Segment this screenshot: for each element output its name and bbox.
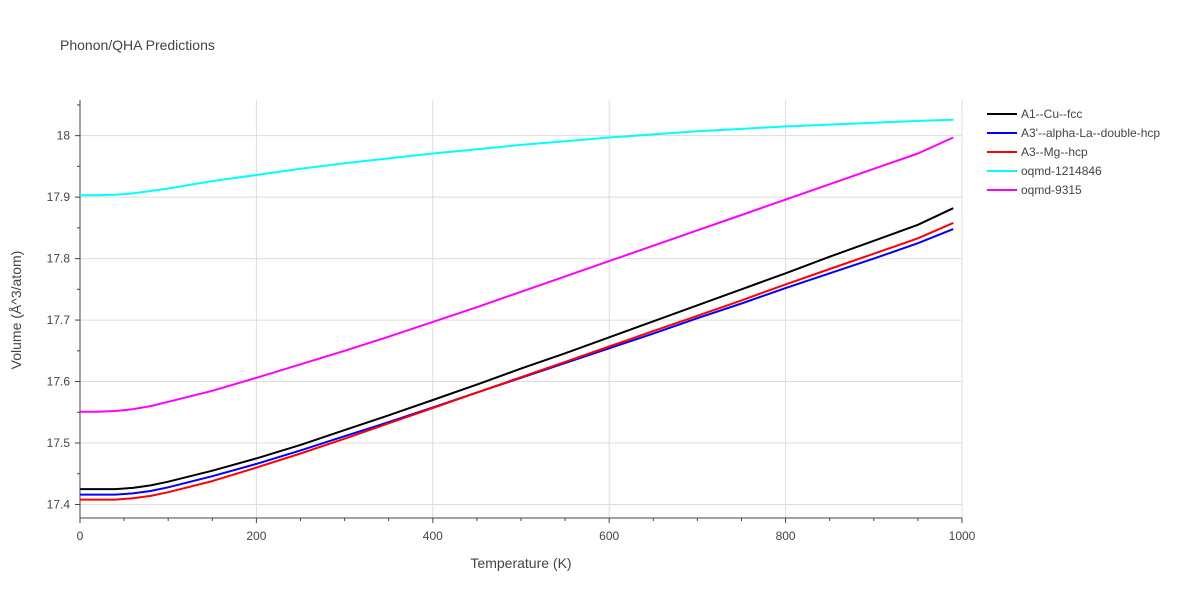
x-tick-label: 600 (599, 529, 619, 543)
legend[interactable]: A1--Cu--fcc A3'--alpha-La--double-hcp A3--… (987, 107, 1160, 197)
series-line-4 (80, 136, 954, 413)
y-tick-label: 17.8 (47, 252, 71, 266)
series-line-3 (80, 118, 954, 197)
legend-label: A3--Mg--hcp (1021, 145, 1088, 159)
x-tick-label: 400 (423, 529, 443, 543)
series-line-2 (80, 221, 954, 501)
legend-label: oqmd-9315 (1021, 183, 1082, 197)
series-line-0 (80, 207, 954, 491)
legend-item[interactable]: oqmd-9315 (987, 183, 1082, 197)
y-tick-label: 17.6 (47, 375, 71, 389)
y-tick-label: 17.9 (47, 190, 71, 204)
series-lines (80, 118, 954, 501)
x-axis-title: Temperature (K) (470, 555, 571, 571)
legend-item[interactable]: A3'--alpha-La--double-hcp (987, 126, 1160, 140)
legend-item[interactable]: A3--Mg--hcp (987, 145, 1088, 159)
legend-item[interactable]: oqmd-1214846 (987, 164, 1102, 178)
legend-label: oqmd-1214846 (1021, 164, 1102, 178)
x-tick-label: 1000 (949, 529, 976, 543)
y-axis-title: Volume (Å^3/atom) (8, 251, 24, 370)
legend-item[interactable]: A1--Cu--fcc (987, 107, 1082, 121)
axes: 0 200 400 600 800 1000 17.4 17.5 17.6 17.7 17.8 17.… (47, 100, 976, 543)
legend-label: A1--Cu--fcc (1021, 107, 1082, 121)
y-tick-label: 17.5 (47, 436, 71, 450)
chart-title: Phonon/QHA Predictions (60, 37, 215, 53)
y-tick-label: 17.4 (47, 497, 71, 511)
x-tick-label: 200 (246, 529, 266, 543)
legend-label: A3'--alpha-La--double-hcp (1021, 126, 1160, 140)
x-tick-label: 800 (776, 529, 796, 543)
y-tick-label: 18 (57, 129, 71, 143)
x-tick-label: 0 (77, 529, 84, 543)
y-tick-label: 17.7 (47, 313, 71, 327)
grid (80, 100, 963, 518)
